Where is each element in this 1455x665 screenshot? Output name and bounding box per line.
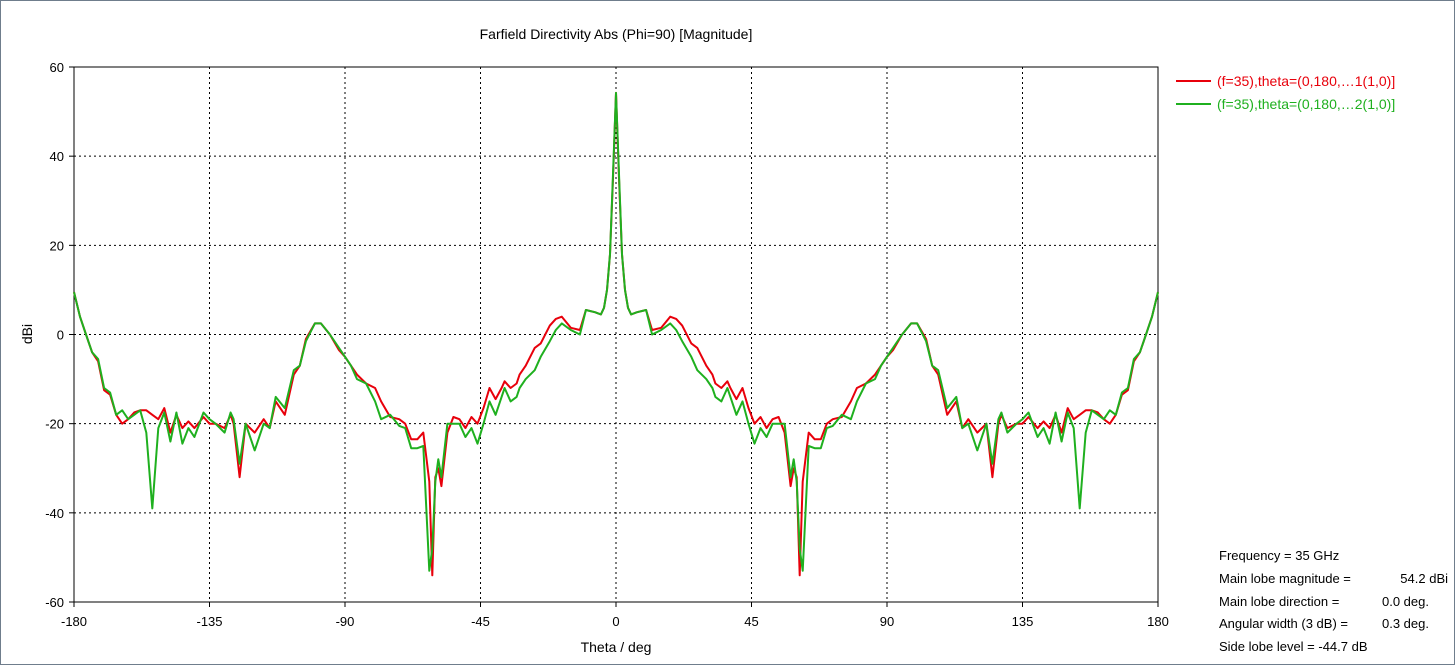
y-tick-label: 20 — [50, 238, 64, 253]
y-tick-label: 0 — [57, 328, 64, 343]
x-tick-label: -180 — [61, 614, 87, 629]
series-line-2 — [73, 91, 1159, 572]
x-tick-label: 90 — [880, 614, 894, 629]
x-tick-label: 135 — [1012, 614, 1034, 629]
info-angular-width-value: 0.3 deg. — [1382, 616, 1429, 631]
y-tick-label: -20 — [45, 417, 64, 432]
x-tick-label: 180 — [1147, 614, 1169, 629]
info-frequency: Frequency = 35 GHz — [1219, 548, 1339, 563]
y-tick-label: 40 — [50, 149, 64, 164]
x-tick-label: -45 — [471, 614, 490, 629]
y-tick-label: 60 — [50, 60, 64, 75]
series-lines — [73, 91, 1159, 577]
tick-labels: -180 -135 -90 -45 0 45 90 135 180 -60 -40 -20 0 20 40 6… — [45, 60, 1169, 629]
y-tick-label: -60 — [45, 595, 64, 610]
info-angular-width-label: Angular width (3 dB) = — [1219, 616, 1348, 631]
farfield-info-panel: Frequency = 35 GHz Main lobe magnitude =… — [1219, 548, 1448, 654]
info-main-lobe-magnitude-label: Main lobe magnitude = — [1219, 571, 1351, 586]
info-main-lobe-magnitude-value: 54.2 dBi — [1400, 571, 1448, 586]
legend-label-series-2: (f=35),theta=(0,180,…2(1,0)] — [1217, 96, 1395, 112]
x-tick-label: -90 — [336, 614, 355, 629]
grid-lines — [74, 67, 1158, 602]
info-main-lobe-direction-label: Main lobe direction = — [1219, 594, 1339, 609]
x-tick-label: 0 — [612, 614, 619, 629]
chart-title: Farfield Directivity Abs (Phi=90) [Magni… — [480, 26, 753, 42]
info-main-lobe-direction-value: 0.0 deg. — [1382, 594, 1429, 609]
y-tick-label: -40 — [45, 506, 64, 521]
x-axis-title: Theta / deg — [581, 639, 652, 655]
legend-label-series-1: (f=35),theta=(0,180,…1(1,0)] — [1217, 73, 1395, 89]
x-tick-label: -135 — [196, 614, 222, 629]
y-axis-title: dBi — [19, 324, 35, 344]
info-side-lobe-level: Side lobe level = -44.7 dB — [1219, 639, 1368, 654]
legend: (f=35),theta=(0,180,…1(1,0)] (f=35),thet… — [1176, 73, 1395, 112]
x-tick-label: 45 — [744, 614, 758, 629]
